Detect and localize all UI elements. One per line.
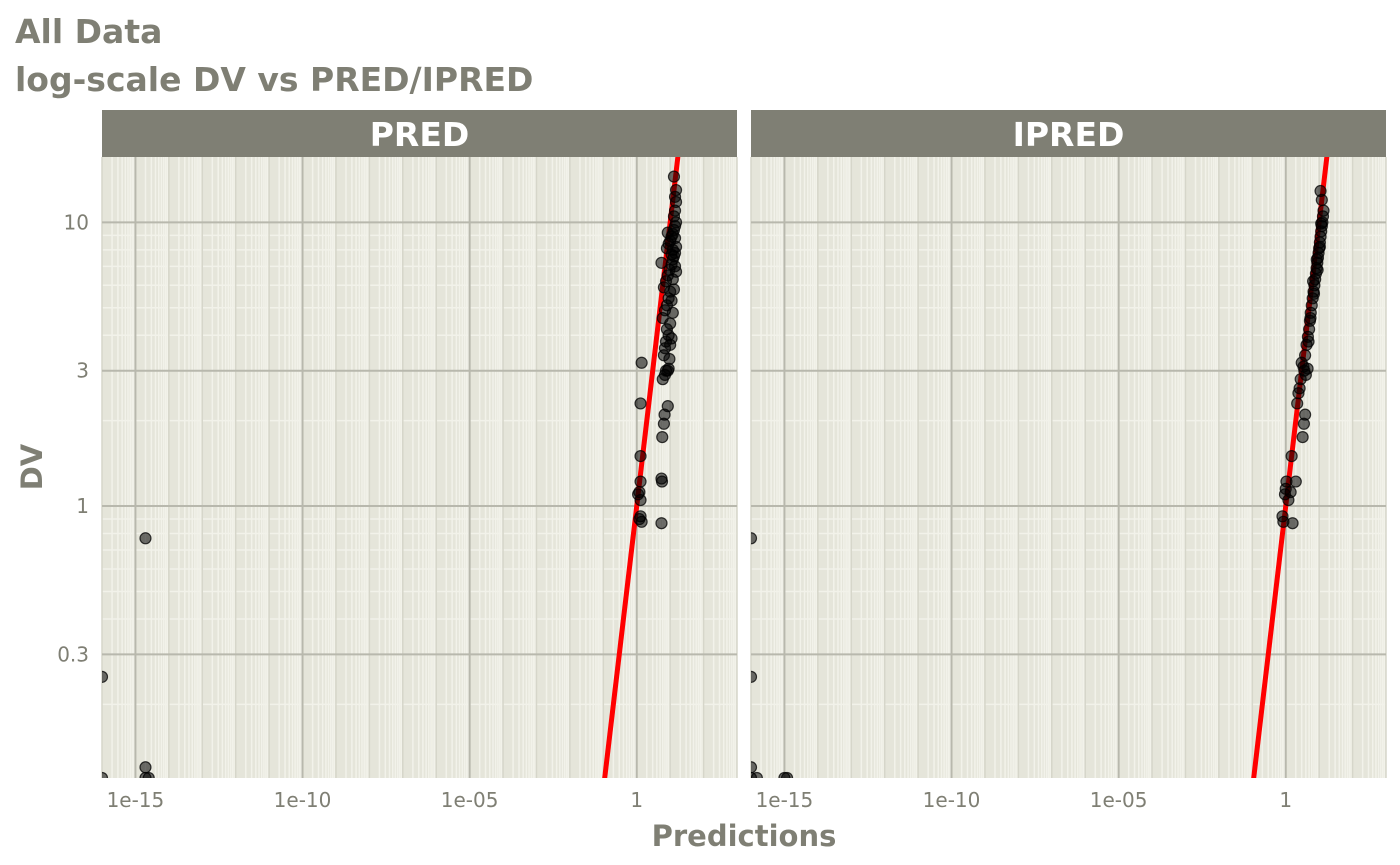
- x-tick-label: 1e-15: [756, 788, 814, 812]
- x-tick-label: 1e-15: [107, 788, 165, 812]
- data-point: [655, 475, 669, 488]
- data-point: [665, 294, 678, 307]
- data-point: [751, 670, 758, 683]
- x-tick-label: 1e-05: [441, 788, 499, 812]
- data-point: [635, 356, 648, 369]
- panel-pred: PRED 1e-15 1e-10 1e-05 1 0.3 1 3 10: [57, 110, 738, 812]
- data-point: [139, 761, 152, 774]
- data-point: [663, 352, 676, 366]
- data-point: [102, 771, 109, 778]
- data-point: [1289, 475, 1302, 488]
- data-point: [667, 283, 681, 296]
- y-tick-label: 10: [64, 210, 89, 234]
- y-tick-label: 0.3: [57, 642, 89, 666]
- data-point: [102, 670, 109, 683]
- data-point: [1286, 517, 1299, 530]
- y-tick-label: 1: [76, 494, 89, 518]
- points-group: [751, 184, 1330, 778]
- data-point: [1296, 431, 1309, 444]
- data-point: [1311, 263, 1324, 276]
- data-point: [666, 273, 679, 286]
- data-point: [1304, 311, 1317, 325]
- x-axis-title: Predictions: [652, 819, 837, 853]
- data-point: [1317, 204, 1330, 217]
- data-point: [634, 397, 647, 410]
- data-point: [1299, 349, 1312, 362]
- data-point: [634, 450, 647, 463]
- points-group: [102, 170, 683, 778]
- x-tick-label: 1e-10: [923, 788, 981, 812]
- facet-strip: [751, 110, 1386, 157]
- data-point: [634, 475, 647, 488]
- data-point: [669, 183, 683, 197]
- data-point: [656, 431, 669, 444]
- data-point: [634, 493, 647, 507]
- data-point: [661, 400, 674, 413]
- data-point: [633, 512, 646, 526]
- data-point: [666, 306, 679, 319]
- data-point: [780, 771, 794, 778]
- data-point: [1299, 408, 1312, 421]
- x-tick-label: 1: [630, 788, 643, 812]
- data-point: [664, 317, 677, 330]
- data-point: [142, 771, 155, 778]
- data-point: [667, 170, 681, 183]
- chart-subtitle: log-scale DV vs PRED/IPRED: [15, 60, 534, 99]
- data-point: [751, 761, 758, 774]
- chart-title: All Data: [15, 12, 163, 51]
- data-point: [1285, 450, 1298, 463]
- facet-strip-label: PRED: [370, 115, 470, 154]
- data-point: [1314, 184, 1327, 198]
- data-point: [668, 232, 682, 245]
- data-point: [1307, 287, 1321, 300]
- data-point: [1302, 335, 1315, 348]
- data-point: [1307, 275, 1320, 288]
- data-point: [1297, 360, 1310, 373]
- data-point: [1315, 217, 1328, 230]
- x-tick-label: 1: [1279, 788, 1292, 812]
- y-tick-label: 3: [76, 359, 89, 383]
- data-point: [1293, 382, 1306, 395]
- data-point: [1291, 397, 1304, 410]
- data-point: [1310, 253, 1323, 266]
- y-axis-title: DV: [15, 443, 49, 490]
- x-tick-label: 1e-10: [274, 788, 332, 812]
- data-point: [1284, 485, 1297, 499]
- data-point: [664, 338, 677, 351]
- data-point: [751, 532, 758, 545]
- data-point: [139, 532, 152, 545]
- x-tick-label: 1e-05: [1090, 788, 1148, 812]
- data-point: [655, 517, 668, 530]
- data-point: [751, 771, 763, 778]
- facet-strip-label: IPRED: [1013, 115, 1125, 154]
- facet-strip: [102, 110, 737, 157]
- data-point: [655, 256, 668, 269]
- data-point: [1313, 240, 1326, 253]
- panel-ipred: IPRED 1e-15 1e-10 1e-05 1: [750, 110, 1387, 812]
